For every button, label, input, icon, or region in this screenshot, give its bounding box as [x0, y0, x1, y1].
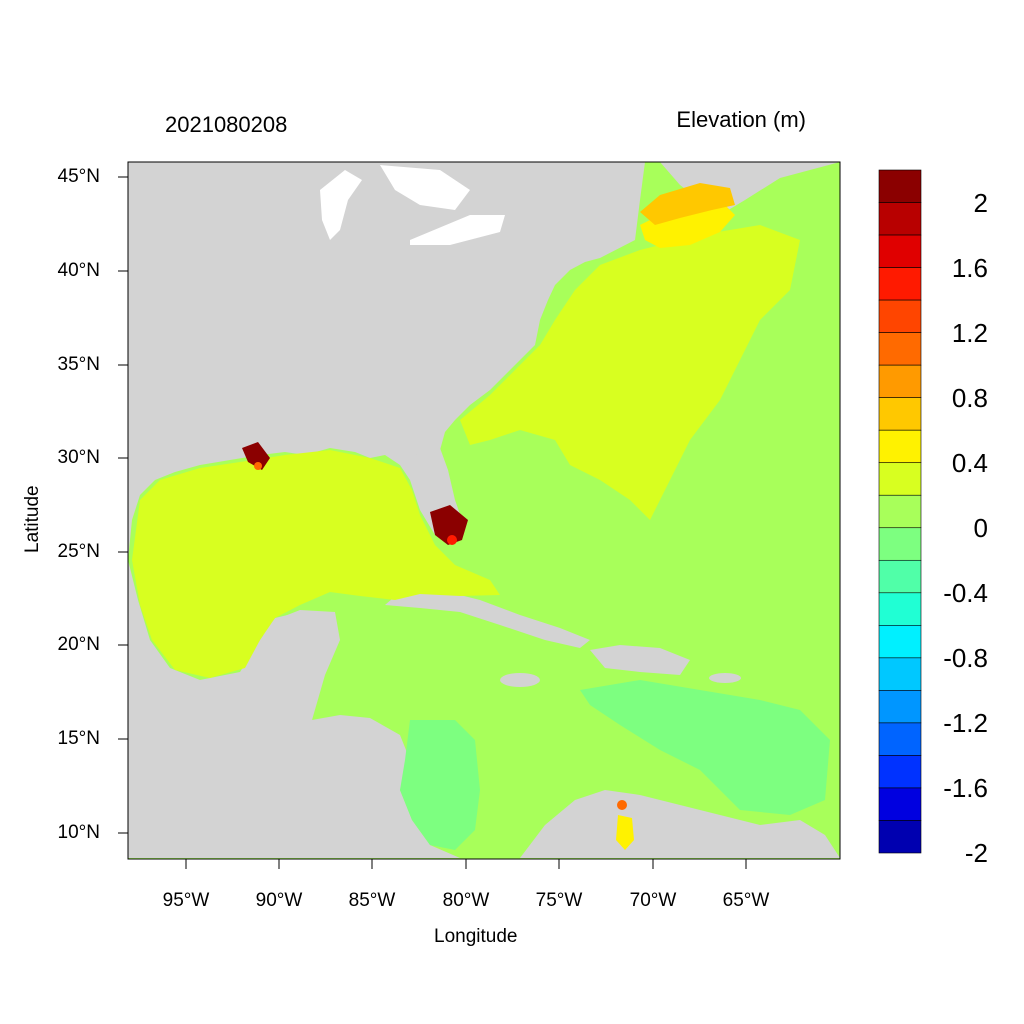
x-tick-label: 85°W [348, 890, 396, 911]
gulf-of-maine-orange [640, 183, 735, 225]
colorbar-label: -1.2 [943, 707, 988, 738]
y-tick-marks [118, 176, 128, 834]
colorbar-swatch [878, 625, 922, 659]
colorbar-label: 1.6 [951, 252, 988, 283]
colorbar-swatch [878, 690, 922, 724]
y-axis-label: Latitude [22, 485, 43, 553]
yucatan-land [262, 610, 340, 720]
timestamp-title: 2021080208 [165, 112, 288, 137]
colorbar-label: 0.8 [951, 382, 988, 413]
colorbar-swatch [878, 364, 922, 398]
colorbar-swatch [878, 429, 922, 464]
hispaniola-land [590, 645, 690, 675]
colorbar-swatch [878, 332, 922, 366]
colorbar-swatch [878, 299, 922, 333]
plot-frame [127, 161, 841, 860]
colorbar-label: 1.2 [951, 317, 988, 348]
y-tick-label: 30°N [57, 447, 100, 468]
colorbar-label: -1.6 [943, 772, 988, 803]
y-tick-label: 10°N [57, 822, 100, 843]
north-america-land [128, 162, 645, 560]
colorbar-swatch [878, 527, 922, 561]
variable-title: Elevation (m) [676, 107, 806, 132]
colorbar-label: -2 [964, 838, 988, 868]
colorbar-label: 0 [973, 512, 988, 543]
colorbar-label: -0.8 [943, 642, 988, 673]
gulf-elevation-region [132, 450, 500, 678]
venezuela-orange-spot [617, 800, 627, 810]
gulf-of-maine-high [640, 200, 735, 248]
louisiana-surge [242, 442, 270, 470]
x-tick-label: 90°W [255, 890, 303, 911]
colorbar-swatch [878, 169, 922, 203]
lake-maracaibo-high [616, 815, 634, 850]
y-tick-label: 25°N [57, 541, 100, 562]
y-tick-label: 15°N [57, 728, 100, 749]
puerto-rico-land [709, 673, 741, 683]
y-tick-label: 35°N [57, 354, 100, 375]
colorbar-swatch [878, 657, 922, 691]
louisiana-orange-spot [254, 462, 262, 470]
western-caribbean-low [400, 720, 480, 850]
colorbar-swatch [878, 494, 922, 529]
x-axis-label: Longitude [434, 926, 518, 947]
south-florida-surge [430, 505, 468, 545]
colorbar-label: 2 [973, 187, 988, 218]
x-tick-marks [185, 859, 747, 869]
florida-keys-surge [447, 535, 457, 545]
cuba-land [385, 590, 590, 648]
colorbar-swatch [878, 397, 922, 431]
colorbar [878, 169, 922, 854]
x-tick-label: 70°W [629, 890, 677, 911]
colorbar-label: -0.4 [943, 577, 988, 608]
atlantic-high-region [460, 225, 800, 520]
map-area [128, 162, 840, 859]
colorbar-label: 0.4 [951, 447, 988, 478]
caribbean-low-region [580, 680, 830, 815]
great-lakes [320, 165, 505, 245]
y-tick-label: 20°N [57, 634, 100, 655]
colorbar-swatch [878, 787, 922, 821]
colorbar-swatch [878, 234, 922, 268]
colorbar-swatch [878, 820, 922, 854]
x-tick-label: 75°W [535, 890, 583, 911]
colorbar-swatch [878, 755, 922, 789]
x-tick-label: 65°W [722, 890, 770, 911]
colorbar-swatch [878, 202, 922, 236]
x-tick-label: 80°W [442, 890, 490, 911]
south-america-land [520, 790, 840, 858]
colorbar-swatch [878, 559, 922, 594]
colorbar-swatch [878, 592, 922, 626]
x-tick-label: 95°W [162, 890, 210, 911]
y-tick-label: 40°N [57, 260, 100, 281]
jamaica-land [500, 673, 540, 687]
colorbar-swatch [878, 722, 922, 756]
mexico-land [128, 560, 460, 858]
colorbar-swatch [878, 462, 922, 496]
y-tick-label: 45°N [57, 166, 100, 187]
colorbar-swatch [878, 267, 922, 301]
